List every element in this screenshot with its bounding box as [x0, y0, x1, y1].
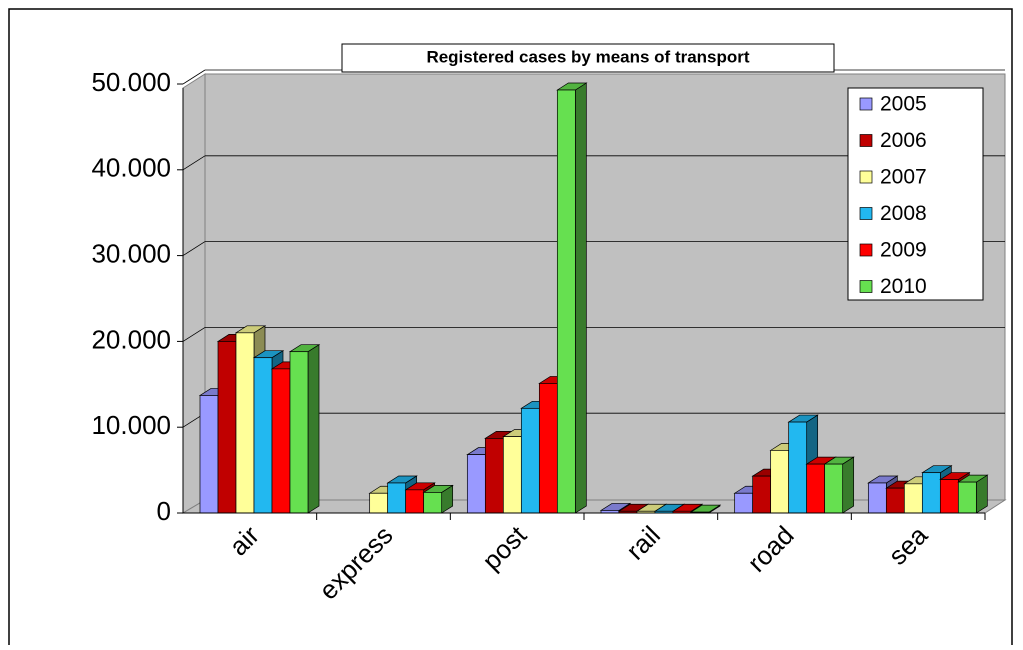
- chart-title: Registered cases by means of transport: [426, 47, 749, 66]
- bar: [824, 463, 844, 514]
- bar: [369, 492, 389, 514]
- bar: [734, 492, 754, 514]
- bar: [556, 89, 576, 514]
- legend-label: 2006: [880, 129, 927, 152]
- bar: [867, 482, 887, 514]
- bar: [253, 357, 273, 514]
- bar: [271, 368, 291, 514]
- legend: 2005 2006 2007 2008 2009 2010: [859, 93, 927, 298]
- legend-box: [847, 87, 984, 301]
- legend-swatch: [859, 207, 873, 220]
- bar: [538, 383, 558, 514]
- grid-line: [182, 241, 206, 256]
- bar: [405, 489, 425, 514]
- bar: [423, 492, 443, 514]
- legend-label: 2007: [880, 166, 927, 189]
- bar: [957, 481, 977, 514]
- bar-side: [574, 82, 587, 514]
- legend-swatch: [859, 280, 873, 293]
- legend-swatch: [859, 243, 873, 257]
- bar: [903, 483, 923, 514]
- legend-label: 2005: [880, 93, 927, 116]
- bar: [199, 395, 219, 514]
- legend-swatch: [859, 97, 873, 111]
- grid-line: [182, 69, 206, 85]
- y-tick-label: 30.000: [91, 238, 171, 268]
- grid-line: [182, 327, 206, 342]
- bar: [217, 341, 237, 514]
- legend-label: 2010: [880, 275, 927, 298]
- bar: [466, 454, 486, 514]
- legend-label: 2009: [880, 239, 927, 262]
- bar-side: [842, 456, 855, 514]
- y-tick-label: 40.000: [91, 153, 171, 183]
- legend-label: 2008: [880, 202, 927, 225]
- y-tick-label: 50.000: [91, 67, 171, 97]
- y-tick-label: 10.000: [91, 410, 171, 440]
- bar: [806, 463, 826, 514]
- bar: [502, 436, 522, 514]
- bar: [885, 487, 905, 514]
- bars: [198, 82, 989, 514]
- bar-side: [307, 344, 320, 514]
- grid-line: [182, 155, 206, 171]
- legend-swatch: [859, 170, 873, 184]
- bar: [387, 482, 407, 514]
- y-tick-label: 20.000: [91, 324, 171, 354]
- bar: [235, 332, 255, 514]
- bar: [921, 472, 941, 514]
- title-box: [341, 43, 835, 73]
- y-tick-label: 0: [157, 496, 171, 526]
- bar: [770, 450, 790, 514]
- bar: [939, 479, 959, 514]
- bar: [484, 438, 504, 514]
- legend-swatch: [859, 134, 873, 147]
- bar: [788, 421, 808, 514]
- bar: [520, 407, 540, 514]
- bar: [752, 475, 772, 514]
- bar: [289, 351, 309, 514]
